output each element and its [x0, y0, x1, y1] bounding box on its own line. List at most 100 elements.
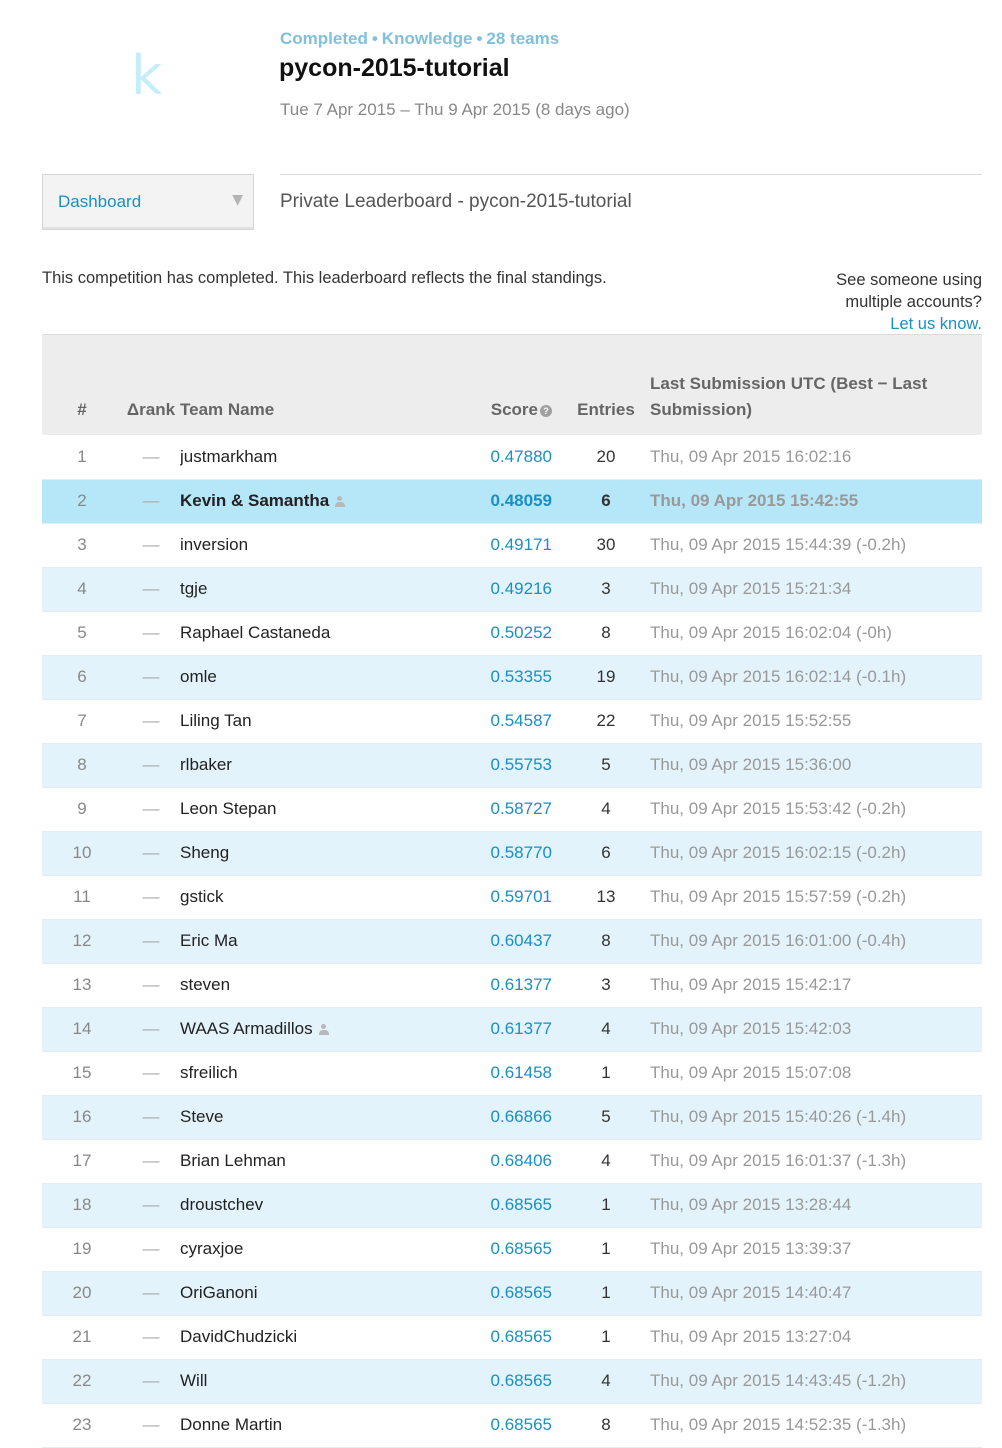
delta-rank-cell: —: [122, 655, 180, 700]
score-cell[interactable]: 0.61458: [442, 1051, 562, 1096]
header-last-submission[interactable]: Last Submission UTC (Best − Last Submiss…: [650, 335, 982, 435]
team-name-cell[interactable]: Steve: [180, 1095, 442, 1140]
delta-rank-cell: —: [122, 875, 180, 920]
score-cell[interactable]: 0.54587: [442, 699, 562, 744]
last-submission-cell-text: Thu, 09 Apr 2015 14:52:35 (-1.3h): [650, 1415, 907, 1434]
score-cell[interactable]: 0.58770: [442, 831, 562, 876]
entries-cell-text: 5: [601, 755, 611, 774]
team-name-cell[interactable]: Eric Ma: [180, 919, 442, 964]
header-delta-rank[interactable]: Δrank: [122, 335, 180, 435]
team-name-cell[interactable]: Sheng: [180, 831, 442, 876]
team-name-cell[interactable]: OriGanoni: [180, 1271, 442, 1316]
team-name-cell[interactable]: WAAS Armadillos: [180, 1007, 442, 1052]
team-name-cell[interactable]: cyraxjoe: [180, 1227, 442, 1272]
entries-cell: 8: [562, 919, 650, 964]
score-cell[interactable]: 0.68565: [442, 1315, 562, 1360]
rank-cell-text: 16: [72, 1107, 92, 1126]
score-cell[interactable]: 0.68406: [442, 1139, 562, 1184]
entries-cell: 8: [562, 611, 650, 656]
team-name-cell[interactable]: inversion: [180, 523, 442, 568]
score-cell[interactable]: 0.68565: [442, 1183, 562, 1228]
score-cell[interactable]: 0.61377: [442, 1007, 562, 1052]
score-cell[interactable]: 0.49216: [442, 567, 562, 612]
meta-separator: •: [371, 29, 378, 48]
delta-rank-cell-text: —: [142, 1107, 160, 1126]
header-score[interactable]: Score?: [442, 335, 562, 435]
team-name-cell[interactable]: Leon Stepan: [180, 787, 442, 832]
score-cell[interactable]: 0.66866: [442, 1095, 562, 1140]
kaggle-logo[interactable]: k: [131, 44, 163, 107]
category-label: Knowledge: [381, 29, 473, 48]
team-name-cell[interactable]: sfreilich: [180, 1051, 442, 1096]
score-cell[interactable]: 0.68565: [442, 1271, 562, 1316]
entries-cell-text: 5: [601, 1107, 611, 1126]
team-name-cell[interactable]: Donne Martin: [180, 1403, 442, 1448]
last-submission-cell: Thu, 09 Apr 2015 15:44:39 (-0.2h): [650, 523, 982, 568]
score-cell[interactable]: 0.50252: [442, 611, 562, 656]
delta-rank-cell: —: [122, 1051, 180, 1096]
table-row: 4 — tgje 0.49216 3 Thu, 09 Apr 2015 15:21:34: [42, 567, 982, 612]
team-name-cell[interactable]: tgje: [180, 567, 442, 612]
header-rank[interactable]: #: [42, 335, 122, 435]
delta-rank-cell: —: [122, 479, 180, 524]
rank-cell: 18: [42, 1183, 122, 1228]
team-name-cell[interactable]: droustchev: [180, 1183, 442, 1228]
delta-rank-cell-text: —: [142, 843, 160, 862]
dashboard-dropdown[interactable]: Dashboard ▼: [42, 174, 254, 230]
entries-cell: 30: [562, 523, 650, 568]
rank-cell: 14: [42, 1007, 122, 1052]
last-submission-cell-text: Thu, 09 Apr 2015 14:43:45 (-1.2h): [650, 1371, 907, 1390]
delta-rank-cell: —: [122, 963, 180, 1008]
score-cell[interactable]: 0.61377: [442, 963, 562, 1008]
team-name-cell[interactable]: rlbaker: [180, 743, 442, 788]
score-cell[interactable]: 0.48059: [442, 479, 562, 524]
rank-cell-text: 8: [77, 755, 87, 774]
delta-rank-cell: —: [122, 523, 180, 568]
rank-cell: 3: [42, 523, 122, 568]
delta-rank-cell-text: —: [142, 1371, 160, 1390]
team-name-cell[interactable]: gstick: [180, 875, 442, 920]
score-cell[interactable]: 0.53355: [442, 655, 562, 700]
score-cell-text: 0.50252: [490, 623, 552, 642]
entries-cell: 20: [562, 435, 650, 480]
team-name-cell[interactable]: steven: [180, 963, 442, 1008]
delta-rank-cell-text: —: [142, 931, 160, 950]
let-us-know-link[interactable]: Let us know.: [890, 315, 982, 333]
score-cell-text: 0.68565: [490, 1327, 552, 1346]
team-name-cell[interactable]: Liling Tan: [180, 699, 442, 744]
last-submission-cell: Thu, 09 Apr 2015 15:57:59 (-0.2h): [650, 875, 982, 920]
team-name-cell[interactable]: justmarkham: [180, 435, 442, 480]
score-cell[interactable]: 0.47880: [442, 435, 562, 480]
delta-rank-cell-text: —: [142, 1195, 160, 1214]
score-cell[interactable]: 0.60437: [442, 919, 562, 964]
last-submission-cell-text: Thu, 09 Apr 2015 15:52:55: [650, 711, 852, 730]
score-cell[interactable]: 0.55753: [442, 743, 562, 788]
rank-cell-text: 20: [72, 1283, 92, 1302]
dropdown-label: Dashboard: [58, 192, 142, 211]
team-name-cell[interactable]: Will: [180, 1359, 442, 1404]
rank-cell-text: 5: [77, 623, 87, 642]
header-team-name[interactable]: Team Name: [180, 335, 442, 435]
score-cell[interactable]: 0.59701: [442, 875, 562, 920]
header-entries[interactable]: Entries: [562, 335, 650, 435]
team-name-cell[interactable]: Raphael Castaneda: [180, 611, 442, 656]
score-cell[interactable]: 0.68565: [442, 1359, 562, 1404]
score-cell[interactable]: 0.58727: [442, 787, 562, 832]
team-name-cell[interactable]: Brian Lehman: [180, 1139, 442, 1184]
last-submission-cell: Thu, 09 Apr 2015 16:01:37 (-1.3h): [650, 1139, 982, 1184]
score-cell-text: 0.55753: [490, 755, 552, 774]
team-name-cell[interactable]: Kevin & Samantha: [180, 479, 442, 524]
rank-cell-text: 1: [77, 446, 87, 466]
score-cell[interactable]: 0.49171: [442, 523, 562, 568]
team-name-cell-text: sfreilich: [180, 1063, 238, 1082]
header-score-label: Score: [490, 400, 538, 419]
delta-rank-cell-text: —: [142, 491, 160, 510]
score-cell-text: 0.48059: [490, 491, 552, 510]
delta-rank-cell-text: —: [142, 711, 160, 730]
team-name-cell[interactable]: DavidChudzicki: [180, 1315, 442, 1360]
score-cell[interactable]: 0.68565: [442, 1227, 562, 1272]
help-icon[interactable]: ?: [540, 405, 552, 417]
team-name-cell[interactable]: omle: [180, 655, 442, 700]
score-cell[interactable]: 0.68565: [442, 1403, 562, 1448]
rank-cell: 9: [42, 787, 122, 832]
